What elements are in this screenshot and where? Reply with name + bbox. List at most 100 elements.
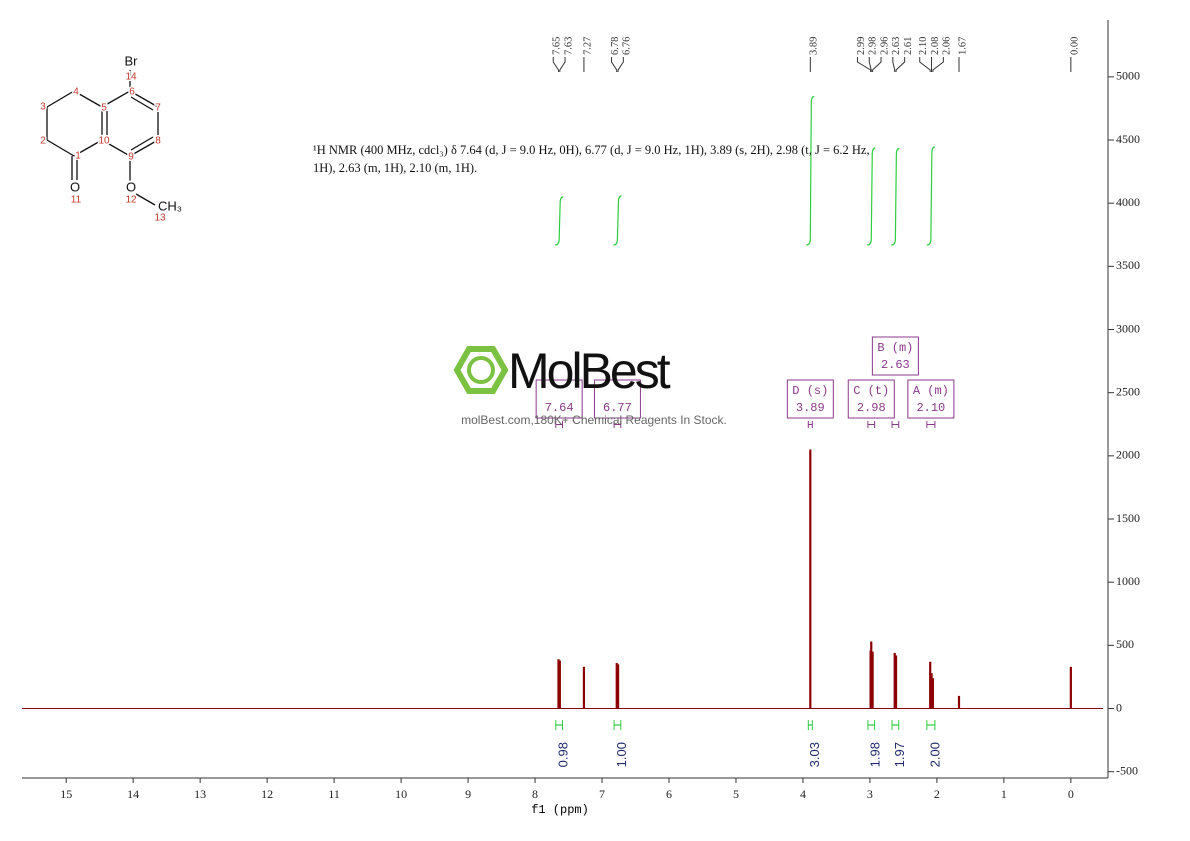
peak-label-connector: [559, 57, 566, 72]
multiplet-shift: 6.77: [603, 401, 632, 415]
atom-number: 14: [125, 72, 137, 83]
atom-number: 12: [125, 195, 137, 206]
bond: [135, 193, 156, 206]
bond: [129, 139, 159, 157]
x-tick-label: 6: [666, 787, 672, 801]
multiplet-box: [786, 379, 834, 419]
multiplet-shift: 7.64: [545, 401, 574, 415]
atom-number: 2: [40, 136, 46, 147]
x-tick-label: 1: [1001, 787, 1007, 801]
integral-value: 2.00: [927, 742, 942, 767]
multiplet-range: [613, 421, 622, 428]
y-tick-label: 1000: [1116, 574, 1140, 588]
y-tick-label: 500: [1116, 637, 1134, 651]
y-tick-label: 2500: [1116, 384, 1140, 398]
multiplet-box: [593, 379, 641, 419]
peak-label: 7.65: [552, 37, 563, 55]
multiplet-range: [926, 421, 936, 428]
peak-label: 7.63: [563, 37, 574, 55]
x-tick-label: 7: [599, 787, 605, 801]
peak-label-connector: [932, 57, 944, 72]
integral-curve: [926, 146, 935, 246]
peak-label: 6.78: [610, 37, 621, 55]
atom-number: 6: [129, 87, 135, 98]
peak-label-connector: [872, 57, 882, 72]
x-tick-label: 4: [800, 787, 806, 801]
peak-label: 3.89: [809, 37, 820, 55]
x-tick-label: 2: [934, 787, 940, 801]
bond: [73, 139, 103, 157]
atom-number: 3: [40, 102, 46, 113]
peak-label: 7.27: [582, 37, 593, 55]
peak-label-connector: [919, 57, 931, 72]
x-tick-label: 11: [328, 787, 340, 801]
x-tick-label: 9: [465, 787, 471, 801]
bond: [46, 139, 75, 157]
integral-value: 1.00: [614, 742, 629, 767]
x-tick-label: 8: [532, 787, 538, 801]
integral-value: 1.97: [892, 742, 907, 767]
multiplet-shift: 2.63: [881, 358, 910, 372]
atom-number: 7: [155, 103, 161, 114]
multiplet-name: A (m): [913, 384, 949, 398]
y-tick-label: 4500: [1116, 132, 1140, 146]
x-tick-label: 5: [733, 787, 739, 801]
bond: [101, 90, 131, 108]
peak-label: 2.96: [879, 37, 890, 55]
y-tick-label: 3000: [1116, 321, 1140, 335]
peak-label: 6.76: [622, 37, 633, 55]
integral-value: 3.03: [807, 742, 822, 767]
peak-label-connector: [868, 57, 872, 72]
bond: [101, 139, 131, 157]
y-tick-label: 0: [1116, 700, 1122, 714]
multiplet-range: [867, 421, 876, 428]
atom-number: 11: [71, 195, 82, 206]
multiplet-box: [847, 379, 895, 419]
peak-label: 2.06: [942, 37, 953, 55]
x-tick-label: 14: [127, 787, 139, 801]
bond: [129, 90, 159, 108]
multiplet-range: [891, 421, 900, 428]
atom-number: 13: [154, 213, 166, 224]
y-tick-label: 5000: [1116, 69, 1140, 83]
integral-curve: [555, 196, 564, 246]
x-tick-label: 10: [395, 787, 407, 801]
peak-label: 1.67: [957, 37, 968, 55]
x-tick-label: 15: [60, 787, 72, 801]
peak-label-connector: [895, 57, 906, 72]
atom-label: Br: [125, 53, 139, 68]
x-tick-label: 0: [1068, 787, 1074, 801]
y-tick-label: 2000: [1116, 448, 1140, 462]
atom-number: 1: [75, 151, 81, 162]
y-tick-label: 3500: [1116, 258, 1140, 272]
integral-value: 0.98: [556, 742, 571, 767]
bond: [73, 90, 103, 108]
bond: [130, 96, 154, 111]
x-tick-label: 13: [194, 787, 206, 801]
multiplet-name: D (s): [792, 384, 828, 398]
y-tick-label: -500: [1116, 763, 1138, 777]
atom-number: 10: [98, 136, 110, 147]
atom-number: 5: [101, 103, 107, 114]
atom-label: O: [126, 179, 136, 194]
multiplet-name: B (m): [877, 341, 913, 355]
peak-label: 2.98: [868, 37, 879, 55]
peak-label-connector: [611, 57, 618, 72]
atom-label: CH₃: [158, 198, 182, 213]
multiplet-name: C (t): [853, 384, 889, 398]
bond: [130, 136, 154, 151]
atom-label: O: [70, 179, 80, 194]
peak-label: 2.08: [930, 37, 941, 55]
multiplet-box: [871, 336, 919, 376]
multiplet-range: [807, 421, 813, 428]
integral-curve: [806, 95, 815, 246]
peak-label-connector: [617, 57, 624, 72]
x-tick-label: 12: [261, 787, 273, 801]
multiplet-shift: 2.98: [857, 401, 886, 415]
multiplet-box: [535, 379, 583, 419]
multiplet-range: [555, 421, 563, 428]
atom-number: 8: [155, 136, 161, 147]
